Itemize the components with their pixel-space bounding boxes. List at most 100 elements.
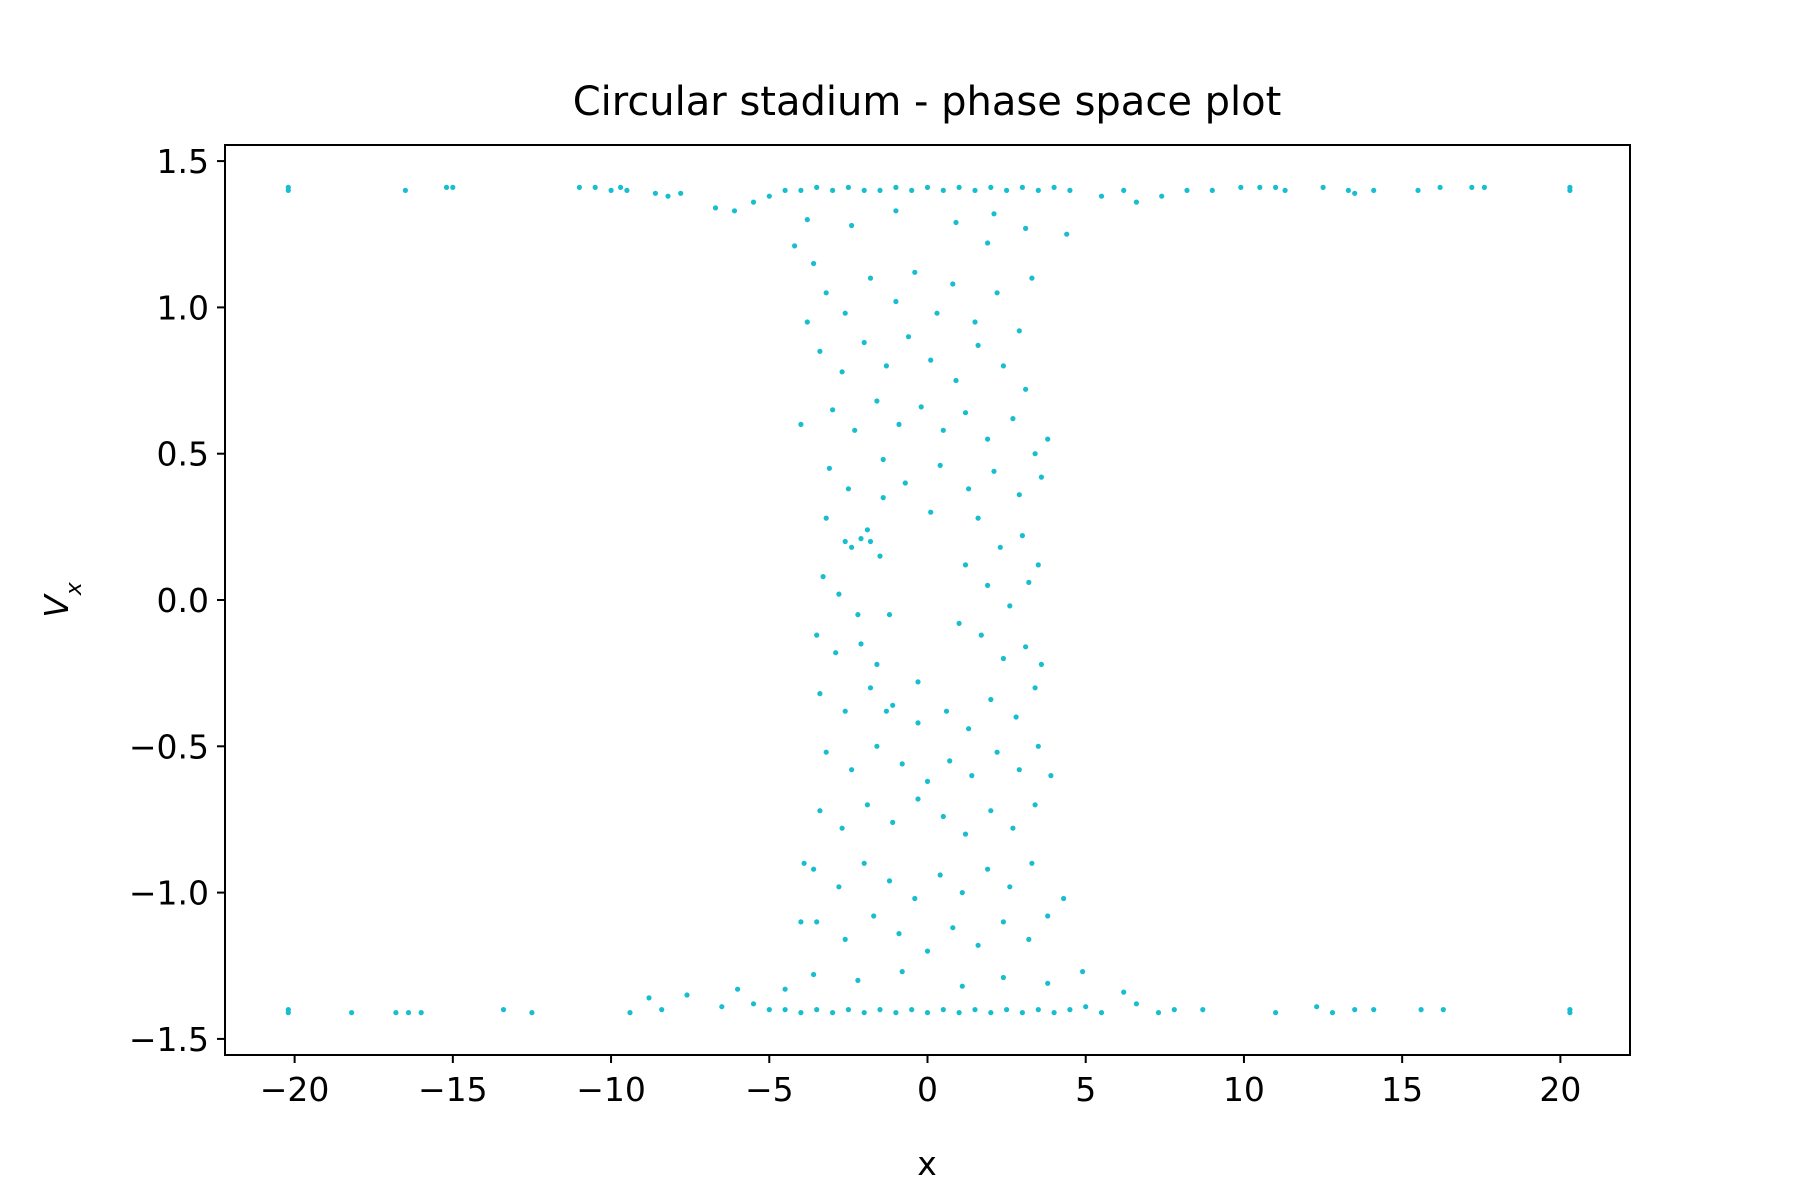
scatter-point xyxy=(731,208,738,214)
y-tick-label: 0.0 xyxy=(157,581,209,620)
scatter-point xyxy=(902,480,908,486)
scatter-point xyxy=(817,691,823,697)
scatter-point xyxy=(1026,936,1032,943)
scatter-point xyxy=(814,919,820,925)
scatter-point xyxy=(915,679,921,685)
scatter-point xyxy=(940,427,946,433)
scatter-point xyxy=(953,219,959,226)
scatter-point xyxy=(912,895,918,902)
scatter-point xyxy=(839,825,845,831)
scatter-point xyxy=(918,404,924,410)
scatter-point xyxy=(864,527,871,533)
scatter-point xyxy=(855,977,861,984)
scatter-point xyxy=(962,831,969,837)
scatter-point xyxy=(592,184,598,190)
scatter-point xyxy=(956,620,962,627)
scatter-point xyxy=(845,184,852,190)
scatter-point xyxy=(823,749,829,755)
scatter-point xyxy=(798,187,804,193)
scatter-point xyxy=(1067,1007,1073,1013)
scatter-point xyxy=(1345,187,1351,193)
scatter-point xyxy=(880,495,886,501)
scatter-point xyxy=(1019,184,1025,190)
scatter-point xyxy=(1320,184,1326,190)
y-axis: 1.5 1.0 0.5 0.0 −0.5 −1.0 −1.5 xyxy=(129,142,225,1059)
scatter-point xyxy=(1029,860,1035,866)
scatter-point xyxy=(956,184,962,190)
scatter-point xyxy=(418,1010,424,1016)
x-axis-label: x xyxy=(917,1144,937,1183)
scatter-point xyxy=(855,612,861,618)
scatter-point xyxy=(750,199,757,205)
scatter-point xyxy=(966,726,972,732)
scatter-point xyxy=(849,222,855,229)
scatter-point xyxy=(1121,989,1127,995)
scatter-point xyxy=(814,1007,820,1013)
scatter-point xyxy=(886,612,893,618)
scatter-point xyxy=(1032,802,1038,808)
scatter-point xyxy=(842,538,848,545)
scatter-point xyxy=(712,205,719,211)
scatter-point xyxy=(817,348,823,354)
scatter-point xyxy=(1045,913,1051,919)
scatter-point xyxy=(928,509,934,515)
scatter-point xyxy=(886,878,893,884)
scatter-point xyxy=(798,421,804,427)
scatter-point xyxy=(861,860,867,866)
scatter-point xyxy=(1067,187,1073,193)
scatter-point xyxy=(1440,1007,1446,1013)
scatter-point xyxy=(766,1007,772,1013)
scatter-point xyxy=(1007,603,1013,609)
scatter-point xyxy=(880,456,886,463)
scatter-point xyxy=(1038,661,1044,668)
scatter-point xyxy=(940,813,946,820)
scatter-point xyxy=(817,808,823,814)
scatter-point xyxy=(937,462,943,468)
scatter-point xyxy=(994,749,1000,755)
scatter-point xyxy=(1004,1007,1010,1013)
scatter-point xyxy=(1133,1001,1139,1007)
scatter-point xyxy=(782,187,788,193)
scatter-point xyxy=(804,319,810,325)
scatter-point xyxy=(1045,980,1051,986)
scatter-point xyxy=(1352,1007,1358,1013)
scatter-point xyxy=(1029,275,1035,281)
scatter-point xyxy=(782,986,788,992)
scatter-point xyxy=(937,872,943,878)
scatter-point xyxy=(947,758,953,764)
scatter-point xyxy=(940,1007,946,1013)
scatter-point xyxy=(1016,492,1022,498)
scatter-point xyxy=(1010,416,1016,422)
chart-title: Circular stadium - phase space plot xyxy=(573,79,1282,125)
scatter-point xyxy=(959,890,965,896)
plot-area xyxy=(225,145,1630,1055)
x-tick-label: −15 xyxy=(418,1070,488,1109)
scatter-point xyxy=(1273,184,1279,190)
scatter-point xyxy=(874,661,880,668)
scatter-point xyxy=(972,187,978,193)
scatter-point xyxy=(899,969,905,975)
scatter-point xyxy=(1016,767,1022,773)
scatter-point xyxy=(811,260,817,267)
scatter-point xyxy=(909,1007,915,1013)
scatter-point xyxy=(618,184,624,190)
scatter-point xyxy=(811,866,817,872)
scatter-point xyxy=(1257,184,1263,190)
scatter-point xyxy=(985,582,991,589)
scatter-point xyxy=(1567,1010,1573,1016)
scatter-point xyxy=(852,427,858,433)
scatter-point xyxy=(962,562,969,568)
scatter-point xyxy=(934,310,940,316)
scatter-point xyxy=(285,1010,291,1016)
scatter-point xyxy=(1209,187,1215,193)
scatter-point xyxy=(839,369,845,375)
scatter-point xyxy=(985,436,991,442)
scatter-point xyxy=(830,407,836,413)
scatter-point xyxy=(1038,474,1044,480)
scatter-point xyxy=(1023,386,1029,392)
scatter-point xyxy=(1023,225,1029,231)
scatter-point xyxy=(1035,743,1041,749)
scatter-point xyxy=(646,995,652,1001)
scatter-point xyxy=(962,410,969,416)
y-tick-label: 0.5 xyxy=(157,435,209,474)
